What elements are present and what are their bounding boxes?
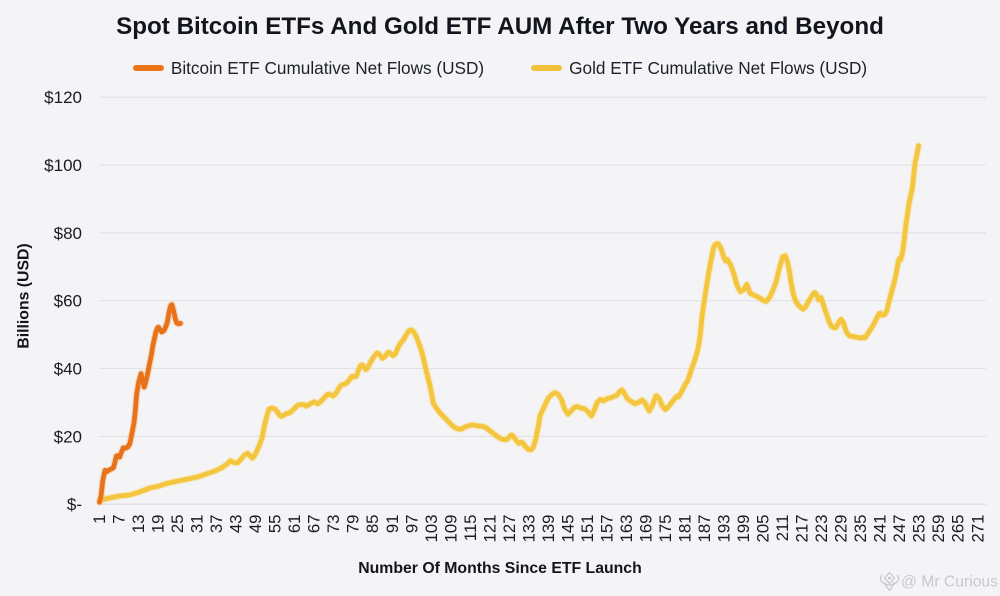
svg-text:$80: $80 (54, 224, 82, 243)
svg-text:Billions (USD): Billions (USD) (16, 243, 33, 348)
svg-text:223: 223 (812, 515, 831, 543)
svg-text:103: 103 (422, 515, 441, 543)
svg-text:253: 253 (910, 515, 929, 543)
svg-text:199: 199 (734, 515, 753, 543)
svg-text:61: 61 (285, 515, 304, 534)
svg-text:1: 1 (90, 515, 109, 524)
svg-text:127: 127 (500, 515, 519, 543)
svg-text:217: 217 (793, 515, 812, 543)
svg-text:139: 139 (539, 515, 558, 543)
svg-text:205: 205 (754, 515, 773, 543)
svg-text:7: 7 (110, 515, 129, 524)
svg-text:187: 187 (695, 515, 714, 543)
svg-text:265: 265 (949, 515, 968, 543)
svg-text:121: 121 (480, 515, 499, 543)
svg-text:211: 211 (773, 515, 792, 542)
svg-text:91: 91 (383, 515, 402, 534)
svg-text:79: 79 (344, 515, 363, 534)
svg-text:181: 181 (676, 515, 695, 543)
svg-text:169: 169 (637, 515, 656, 543)
svg-text:145: 145 (558, 515, 577, 543)
svg-text:$120: $120 (44, 88, 82, 107)
svg-text:19: 19 (149, 515, 168, 534)
svg-text:247: 247 (890, 515, 909, 543)
svg-text:229: 229 (832, 515, 851, 543)
svg-text:151: 151 (578, 515, 597, 543)
svg-text:241: 241 (871, 515, 890, 543)
svg-text:109: 109 (441, 515, 460, 543)
svg-text:31: 31 (188, 515, 207, 534)
svg-text:259: 259 (929, 515, 948, 543)
svg-text:67: 67 (305, 515, 324, 534)
svg-text:13: 13 (129, 515, 148, 534)
svg-text:73: 73 (324, 515, 343, 534)
svg-text:115: 115 (461, 515, 480, 542)
svg-text:Number Of Months Since ETF Lau: Number Of Months Since ETF Launch (358, 560, 641, 577)
svg-text:$100: $100 (44, 156, 82, 175)
svg-text:43: 43 (227, 515, 246, 534)
svg-text:$-: $- (67, 495, 82, 514)
svg-text:49: 49 (246, 515, 265, 534)
svg-text:$60: $60 (54, 292, 82, 311)
svg-text:193: 193 (715, 515, 734, 543)
svg-text:25: 25 (168, 515, 187, 534)
svg-text:55: 55 (266, 515, 285, 534)
svg-text:133: 133 (519, 515, 538, 543)
svg-text:175: 175 (656, 515, 675, 543)
svg-text:157: 157 (597, 515, 616, 543)
svg-text:235: 235 (851, 515, 870, 543)
svg-text:37: 37 (207, 515, 226, 534)
svg-text:$40: $40 (54, 360, 82, 379)
svg-text:$20: $20 (54, 427, 82, 446)
svg-text:@ Mr Curious: @ Mr Curious (901, 574, 998, 591)
svg-text:97: 97 (402, 515, 421, 534)
svg-text:85: 85 (363, 515, 382, 534)
svg-text:271: 271 (968, 515, 987, 543)
svg-text:163: 163 (617, 515, 636, 543)
